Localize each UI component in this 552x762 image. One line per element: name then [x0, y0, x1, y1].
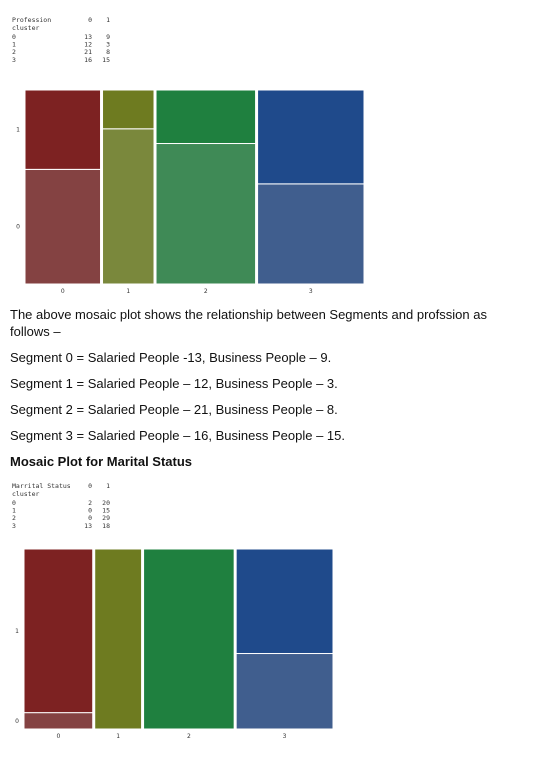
- text-line: Segment 3 = Salaried People – 16, Busine…: [10, 428, 345, 443]
- table-cell: 12: [84, 41, 92, 49]
- y-tick-label: 1: [16, 127, 20, 134]
- mosaic-cell: [94, 548, 143, 730]
- table-row-label: 2: [12, 514, 16, 522]
- mosaic-cell: [24, 168, 102, 285]
- table-row-label: 0: [12, 33, 16, 41]
- table-cell: 21: [84, 48, 92, 56]
- table-cell: 20: [102, 499, 110, 507]
- table-cell: 0: [88, 507, 92, 515]
- table-cell: 3: [106, 41, 110, 49]
- table-row-label: 2: [12, 48, 16, 56]
- y-tick-label: 0: [16, 224, 20, 231]
- mosaic-cell: [235, 548, 334, 655]
- table-cell: 15: [102, 507, 110, 515]
- table-row-label: 3: [12, 522, 16, 530]
- text-line: Segment 2 = Salaried People – 21, Busine…: [10, 402, 338, 417]
- table-cell: 2: [88, 499, 92, 507]
- table-cell: 8: [106, 48, 110, 56]
- paragraph-line: follows –: [10, 324, 61, 339]
- table-cell: 13: [84, 522, 92, 530]
- x-tick-label: 1: [116, 733, 120, 740]
- table-header: 1: [106, 482, 110, 490]
- table-cell: 29: [102, 514, 110, 522]
- x-tick-label: 3: [283, 733, 287, 740]
- x-tick-label: 0: [61, 288, 65, 295]
- table-index: cluster: [12, 24, 39, 32]
- mosaic-cell: [24, 89, 102, 170]
- table-header: 1: [106, 16, 110, 24]
- table-cell: 0: [88, 514, 92, 522]
- table-header: Profession: [12, 16, 51, 24]
- table-row-label: 0: [12, 499, 16, 507]
- x-tick-label: 2: [204, 288, 208, 295]
- table-cell: 13: [84, 33, 92, 41]
- x-tick-label: 1: [126, 288, 130, 295]
- x-tick-label: 3: [309, 288, 313, 295]
- mosaic-cell: [235, 653, 334, 730]
- mosaic-cell: [257, 89, 365, 185]
- mosaic-cell: [102, 128, 155, 285]
- table-row-label: 1: [12, 507, 16, 515]
- x-tick-label: 2: [187, 733, 191, 740]
- heading: Mosaic Plot for Marital Status: [10, 454, 192, 469]
- table-header: 0: [88, 16, 92, 24]
- table-index: cluster: [12, 490, 39, 498]
- table-row-label: 1: [12, 41, 16, 49]
- mosaic-cell: [257, 183, 365, 285]
- mosaic-cell: [155, 143, 257, 285]
- mosaic-cell: [23, 548, 94, 714]
- table-cell: 16: [84, 56, 92, 64]
- table-header: Marrital Status: [12, 482, 71, 490]
- mosaic-cell: [143, 548, 235, 730]
- table-cell: 9: [106, 33, 110, 41]
- table-row-label: 3: [12, 56, 16, 64]
- mosaic-cell: [155, 89, 257, 145]
- mosaic-cell: [23, 712, 94, 730]
- text-line: Segment 1 = Salaried People – 12, Busine…: [10, 376, 338, 391]
- text-line: Segment 0 = Salaried People -13, Busines…: [10, 350, 331, 365]
- paragraph-line: The above mosaic plot shows the relation…: [10, 307, 487, 322]
- table-cell: 18: [102, 522, 110, 530]
- mosaic-cell: [102, 89, 155, 130]
- x-tick-label: 0: [56, 733, 60, 740]
- table-header: 0: [88, 482, 92, 490]
- y-tick-label: 1: [15, 628, 19, 635]
- table-cell: 15: [102, 56, 110, 64]
- y-tick-label: 0: [15, 718, 19, 725]
